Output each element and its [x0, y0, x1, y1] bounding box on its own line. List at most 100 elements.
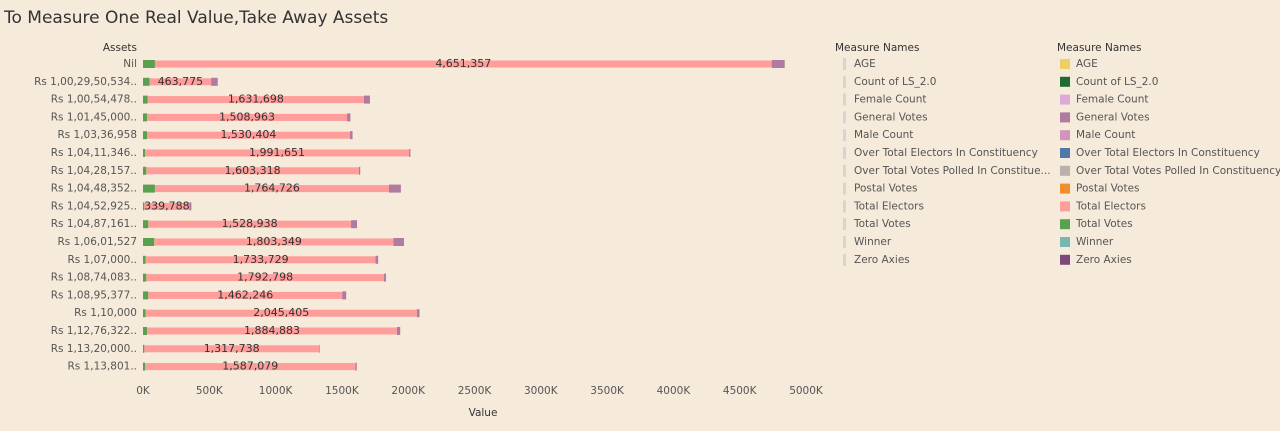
- bar-segment: [154, 238, 394, 246]
- bar-segment: [143, 60, 155, 68]
- bar-segment: [143, 202, 145, 211]
- legend-icon: [843, 147, 846, 159]
- y-tick-label: Rs 1,04,48,352..: [51, 183, 137, 195]
- y-tick-label: Rs 1,13,20,000..: [51, 343, 137, 355]
- value-label: 463,775: [158, 75, 204, 88]
- bar-segment: [144, 363, 356, 371]
- bar-segment: [146, 167, 359, 175]
- value-label: 2,045,405: [253, 306, 309, 319]
- bar-segment: [143, 184, 155, 193]
- bar-segment: [143, 327, 147, 335]
- x-tick-label: 0K: [136, 385, 151, 397]
- bar-segment: [149, 78, 212, 86]
- value-label: 1,792,798: [237, 271, 293, 284]
- bar-segment: [154, 185, 389, 193]
- value-label: 1,884,883: [244, 324, 300, 337]
- value-label: 1,587,079: [222, 360, 278, 373]
- x-axis-title: Value: [469, 407, 498, 419]
- bar-segment: [147, 96, 365, 104]
- bar-segment: [189, 202, 192, 211]
- bar-segment: [143, 362, 145, 371]
- legend-label: Count of LS_2.0: [854, 76, 936, 88]
- legend-swatch: [1060, 201, 1070, 212]
- bar-segment: [144, 149, 410, 157]
- legend-label: Zero Axies: [1076, 254, 1132, 266]
- y-tick-label: Rs 1,04,11,346..: [51, 147, 137, 159]
- x-tick-label: 2000K: [391, 385, 426, 397]
- x-tick-label: 3500K: [590, 385, 625, 397]
- legend-swatch: [1060, 130, 1070, 141]
- y-tick-label: Rs 1,04,87,161..: [51, 218, 137, 230]
- y-axis-title: Assets: [103, 42, 137, 54]
- bar-segment: [384, 273, 387, 282]
- legend-icon: [843, 218, 846, 231]
- y-tick-label: Rs 1,00,29,50,534..: [34, 76, 137, 88]
- legend-icon: [843, 58, 846, 70]
- legend-icon: [843, 182, 846, 195]
- bar-segment: [347, 113, 351, 122]
- bar-segment: [375, 255, 379, 264]
- legend-icon: [843, 93, 846, 106]
- legend-swatch: [1060, 237, 1070, 247]
- legend-icon: [843, 164, 846, 177]
- value-label: 1,508,963: [219, 110, 275, 123]
- bar-segment: [143, 291, 149, 300]
- legend-swatch: [1060, 165, 1070, 176]
- bar-segment: [146, 327, 397, 335]
- bar-segment: [143, 166, 147, 175]
- legend-label: Zero Axies: [854, 254, 910, 266]
- legend-swatch: [1060, 112, 1070, 123]
- legend-label: Winner: [1076, 236, 1114, 248]
- y-tick-label: Rs 1,00,54,478..: [51, 94, 137, 106]
- legend-label: Total Electors: [853, 200, 924, 212]
- y-tick-label: Rs 1,08,95,377..: [51, 289, 137, 301]
- y-tick-label: Rs 1,10,000: [74, 307, 137, 319]
- bar-segment: [319, 344, 320, 353]
- chart-title: To Measure One Real Value,Take Away Asse…: [3, 8, 388, 28]
- value-label: 339,788: [144, 199, 190, 212]
- x-tick-label: 5000K: [789, 385, 824, 397]
- x-tick-label: 500K: [196, 385, 224, 397]
- bar-segment: [396, 327, 401, 335]
- x-tick-label: 1500K: [325, 385, 360, 397]
- bar-segment: [355, 362, 357, 371]
- y-tick-label: Rs 1,03,36,958: [57, 129, 137, 141]
- bar-segment: [154, 60, 772, 68]
- y-tick-label: Rs 1,13,801..: [67, 361, 137, 373]
- legend-icon: [843, 129, 846, 142]
- bar-segment: [143, 220, 149, 229]
- legend-label: Over Total Votes Polled In Constitue...: [854, 165, 1051, 177]
- legend-swatch: [1060, 94, 1070, 105]
- bar-segment: [388, 184, 401, 193]
- legend-label: Male Count: [1076, 129, 1135, 141]
- y-tick-label: Nil: [123, 58, 137, 70]
- legend-label: General Votes: [1076, 111, 1150, 123]
- legend-swatch: [1060, 254, 1070, 265]
- bar-segment: [148, 291, 343, 299]
- legend-label: Postal Votes: [1076, 183, 1140, 195]
- value-label: 4,651,357: [435, 57, 491, 70]
- x-tick-label: 4000K: [657, 385, 692, 397]
- legend-label: AGE: [854, 58, 876, 70]
- y-tick-label: Rs 1,04,52,925..: [51, 200, 137, 212]
- value-label: 1,733,729: [233, 253, 289, 266]
- value-label: 1,991,651: [249, 146, 305, 159]
- legend-icon: [843, 253, 846, 266]
- y-tick-label: Rs 1,04,28,157..: [51, 165, 137, 177]
- x-tick-label: 2500K: [458, 385, 493, 397]
- bar-segment: [143, 149, 145, 157]
- bar-segment: [143, 255, 146, 264]
- value-label: 1,462,246: [217, 288, 273, 301]
- bar-segment: [143, 309, 146, 318]
- bar-segment: [144, 202, 190, 210]
- legend-label: General Votes: [854, 111, 928, 123]
- legend-swatch: [1060, 219, 1070, 230]
- legend-icon: [843, 236, 846, 248]
- legend-title: Measure Names: [835, 42, 919, 54]
- bar-segment: [393, 238, 405, 246]
- legend-icon: [843, 111, 846, 124]
- legend-label: Female Count: [1076, 94, 1149, 106]
- y-tick-label: Rs 1,01,45,000..: [51, 111, 137, 123]
- bar-segment: [364, 95, 370, 104]
- y-tick-label: Rs 1,08,74,083..: [51, 272, 137, 284]
